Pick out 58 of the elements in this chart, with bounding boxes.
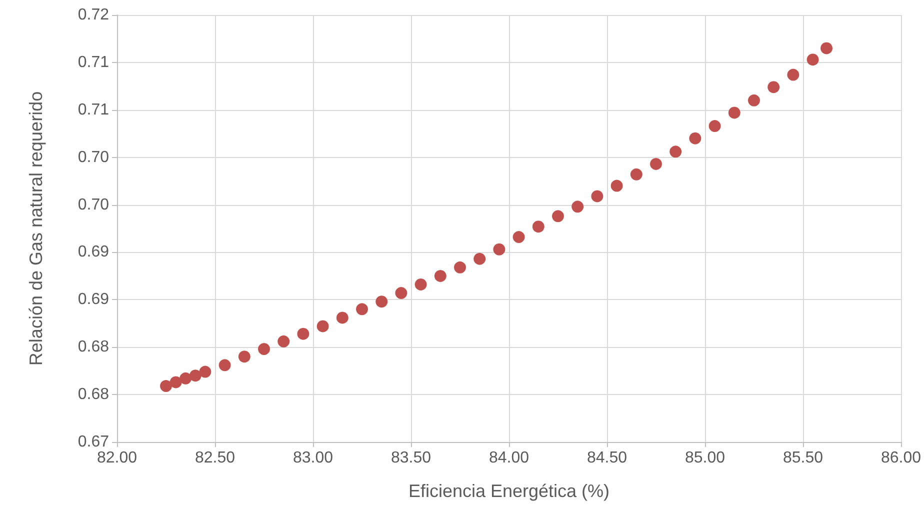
point <box>376 296 388 308</box>
point <box>572 200 584 213</box>
point <box>316 320 329 332</box>
y-tick-label: 0.67 <box>78 434 110 450</box>
x-tick-label: 84.50 <box>586 450 628 466</box>
point <box>474 252 486 265</box>
y-axis-title: Relación de Gas natural requerido <box>26 91 46 366</box>
point <box>650 158 662 170</box>
point <box>670 146 682 158</box>
point <box>238 350 250 363</box>
point <box>532 220 544 233</box>
point <box>199 366 212 378</box>
y-tick-label: 0.72 <box>78 6 110 24</box>
point <box>258 343 270 356</box>
point <box>395 287 408 300</box>
point <box>160 380 172 392</box>
y-tick-label: 0.68 <box>78 386 110 404</box>
point <box>820 42 832 54</box>
x-tick-label: 83.00 <box>292 450 334 466</box>
x-tick-label: 82.50 <box>194 450 236 466</box>
y-tick-label: 0.69 <box>78 291 110 308</box>
point <box>787 68 800 81</box>
y-tick-label: 0.69 <box>78 244 110 261</box>
point <box>806 54 819 66</box>
point <box>434 270 446 282</box>
point <box>748 94 760 106</box>
point <box>336 312 348 324</box>
y-tick-label: 0.71 <box>78 101 110 118</box>
y-tick-label: 0.71 <box>78 54 110 71</box>
x-tick-label: 83.50 <box>390 450 432 466</box>
point <box>768 81 780 94</box>
x-tick-label: 86.00 <box>880 450 922 466</box>
point <box>356 303 368 316</box>
point <box>180 372 192 384</box>
point <box>170 376 182 388</box>
point <box>278 335 290 348</box>
point <box>689 132 702 144</box>
y-tick-label: 0.68 <box>78 338 110 356</box>
point <box>708 120 721 132</box>
point <box>218 359 231 372</box>
point <box>454 261 466 274</box>
point <box>728 106 740 119</box>
point <box>297 328 310 340</box>
x-tick-label: 84.00 <box>488 450 530 466</box>
x-tick-label: 85.00 <box>684 450 726 466</box>
point <box>512 231 525 244</box>
point <box>189 370 202 382</box>
point <box>610 180 623 192</box>
x-tick-label: 85.50 <box>782 450 824 466</box>
y-tick-label: 0.70 <box>78 196 110 214</box>
point <box>493 243 506 256</box>
x-tick-label: 82.00 <box>96 450 138 466</box>
y-tick-label: 0.70 <box>78 148 110 166</box>
point <box>414 278 427 290</box>
point <box>630 168 642 180</box>
point <box>591 190 604 202</box>
x-axis-title: Eficiencia Energética (%) <box>408 481 610 501</box>
point <box>552 210 564 222</box>
